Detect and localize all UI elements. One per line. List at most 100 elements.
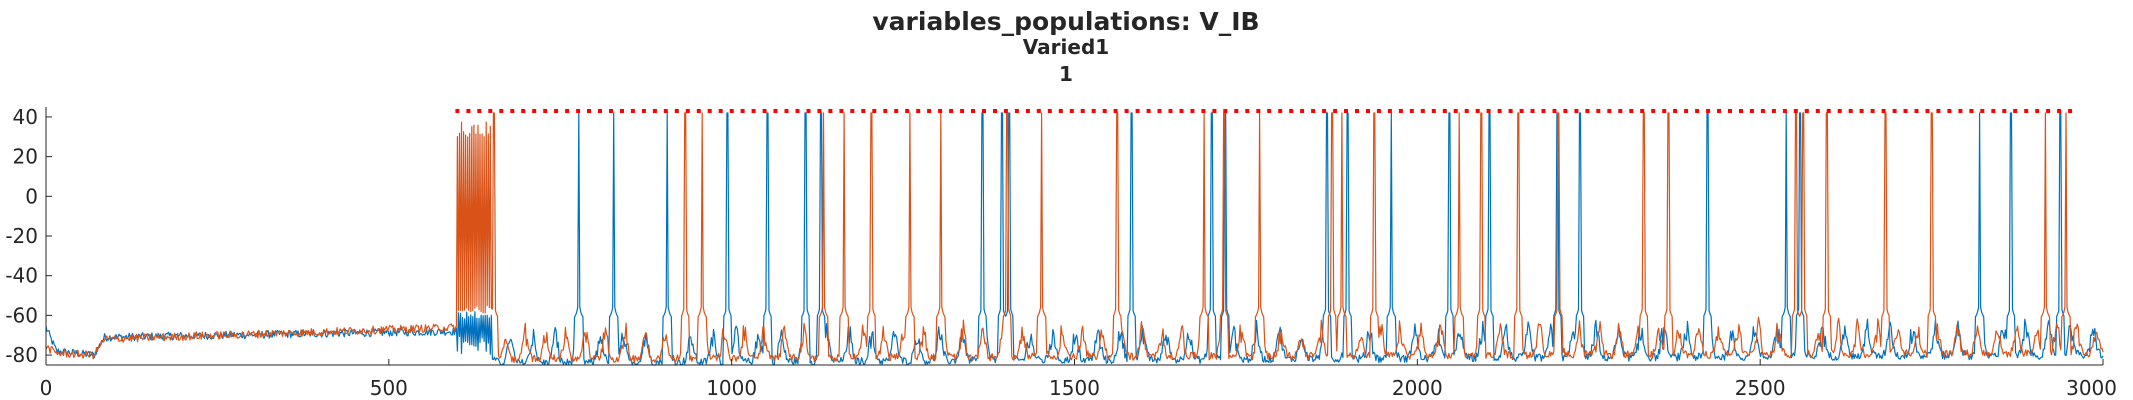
y-tick-label: -80 [5, 343, 38, 367]
marker-dot [1157, 109, 1162, 113]
marker-dot [883, 109, 888, 113]
marker-dot [1563, 109, 1568, 113]
marker-dot [1739, 109, 1743, 113]
marker-dot [1530, 109, 1535, 113]
marker-dot [1475, 109, 1480, 113]
marker-dot [773, 109, 778, 113]
marker-dot [1574, 109, 1579, 113]
marker-dot [1826, 109, 1831, 113]
x-tick-label: 3000 [2066, 376, 2117, 400]
marker-dot [1036, 109, 1041, 113]
marker-dot [1651, 109, 1656, 113]
series-line-1 [45, 112, 2104, 366]
marker-dot [1771, 109, 1776, 113]
marker-dot [1749, 109, 1754, 113]
marker-dot [1695, 109, 1700, 113]
x-tick-label: 2500 [1735, 376, 1786, 400]
marker-dot [1508, 109, 1513, 113]
marker-dot [1925, 109, 1930, 113]
marker-dot [927, 109, 932, 113]
marker-dot [1618, 109, 1623, 113]
marker-dot [1355, 109, 1359, 113]
chart-title: variables_populations: V_IB [872, 7, 1259, 36]
marker-dot [1300, 109, 1305, 113]
marker-dot [576, 109, 581, 113]
marker-dot [729, 109, 734, 113]
marker-dot [477, 109, 482, 113]
marker-dot [1717, 109, 1721, 113]
marker-dot [1366, 109, 1370, 113]
marker-dot [696, 109, 701, 113]
marker-dot [652, 109, 657, 113]
marker-dot [1190, 109, 1195, 113]
marker-dot [1815, 109, 1820, 113]
chart-subtitle: Varied1 [1023, 35, 1109, 59]
marker-dot [1025, 109, 1030, 113]
marker-dot [1969, 109, 1974, 113]
marker-dot [674, 109, 679, 113]
marker-dot [466, 109, 471, 113]
marker-dot [938, 109, 943, 113]
marker-dot [620, 109, 624, 113]
marker-dot [2024, 109, 2029, 113]
marker-dot [1278, 109, 1283, 113]
marker-dot [1497, 109, 1502, 113]
x-tick-label: 1500 [1049, 376, 1100, 400]
marker-dot [1914, 109, 1919, 113]
marker-dot [1991, 109, 1996, 113]
marker-dot [2013, 109, 2018, 113]
marker-dot [949, 109, 954, 113]
marker-dot [1409, 109, 1414, 113]
marker-dot [1267, 109, 1272, 113]
marker-dot [1168, 109, 1173, 113]
marker-dot [532, 109, 537, 113]
marker-dot [1793, 109, 1798, 113]
marker-dot [1958, 109, 1963, 113]
marker-dot [1113, 109, 1118, 113]
marker-dot [663, 109, 668, 113]
marker-dot [993, 109, 997, 113]
marker-dot [1234, 109, 1239, 113]
marker-dot [609, 109, 613, 113]
marker-dot [455, 109, 460, 113]
marker-dot [1596, 109, 1601, 113]
y-tick-label: 40 [13, 105, 38, 129]
marker-dot [861, 109, 866, 113]
marker-dot [905, 109, 910, 113]
marker-dot [1420, 109, 1425, 113]
plot-traces [45, 112, 2104, 366]
marker-dot [1091, 109, 1096, 113]
marker-dot [630, 109, 635, 113]
marker-dot [1146, 109, 1151, 113]
marker-dot [1047, 109, 1052, 113]
marker-dot [751, 109, 756, 113]
marker-dot [839, 109, 844, 113]
marker-dot [1892, 109, 1897, 113]
marker-dot [1135, 109, 1140, 113]
x-tick-label: 500 [370, 376, 408, 400]
marker-dot [1728, 109, 1732, 113]
marker-dot [1848, 109, 1853, 113]
marker-dot [806, 109, 811, 113]
marker-dot [1322, 109, 1327, 113]
marker-dot [1014, 109, 1019, 113]
marker-dot [1782, 109, 1787, 113]
y-axis: -80 -60 -40 -20 0 20 40 [5, 105, 52, 367]
marker-dot [488, 109, 493, 113]
marker-dot [1344, 109, 1348, 113]
marker-dot [641, 109, 646, 113]
marker-dot [1311, 109, 1316, 113]
spike-marker-dots [455, 109, 2073, 113]
marker-dot [1552, 109, 1557, 113]
marker-dot [1936, 109, 1941, 113]
marker-dot [1706, 109, 1711, 113]
marker-dot [598, 109, 602, 113]
y-tick-label: 20 [13, 145, 38, 169]
marker-dot [1245, 109, 1250, 113]
x-tick-label: 2000 [1392, 376, 1443, 400]
marker-dot [960, 109, 965, 113]
marker-dot [1585, 109, 1590, 113]
marker-dot [916, 109, 921, 113]
x-tick-label: 1000 [706, 376, 757, 400]
marker-dot [784, 109, 789, 113]
